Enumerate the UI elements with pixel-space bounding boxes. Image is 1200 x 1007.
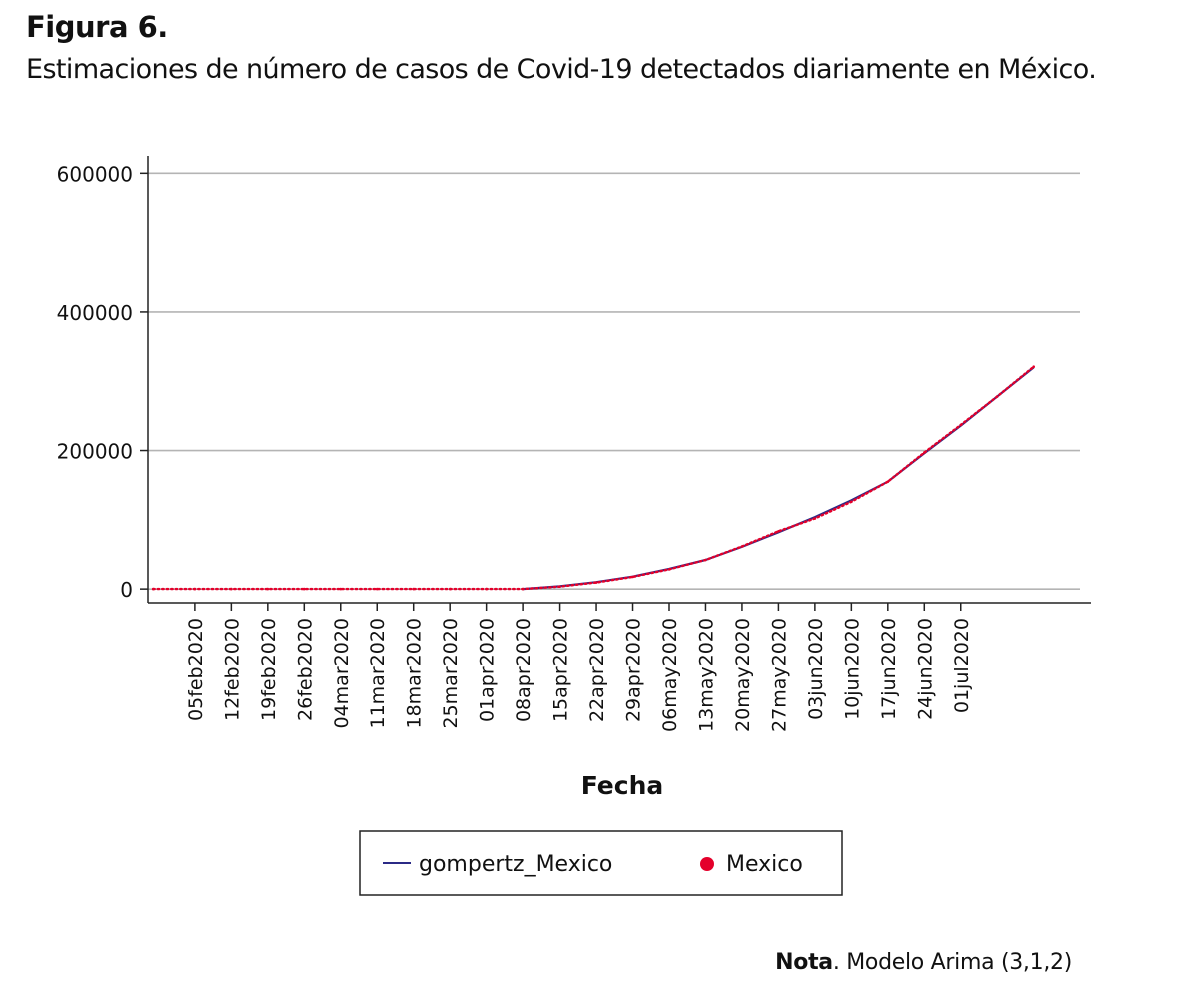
data-point-mexico	[886, 480, 890, 484]
x-tick-label: 18mar2020	[404, 618, 426, 729]
data-point-mexico	[485, 587, 488, 591]
data-point-mexico	[594, 581, 598, 584]
legend-label-gompertz: gompertz_Mexico	[419, 852, 612, 877]
x-tick-label: 15apr2020	[550, 618, 572, 722]
y-ticks: 0 200000 400000 600000	[57, 162, 148, 602]
data-point-mexico	[923, 451, 926, 454]
x-tick-label: 04mar2020	[331, 618, 353, 729]
note-lead: Nota	[775, 950, 833, 975]
data-point-mexico	[230, 587, 233, 591]
data-point-mexico	[375, 587, 379, 591]
data-point-mexico	[704, 558, 707, 562]
data-point-mexico	[266, 587, 270, 591]
series	[151, 365, 1035, 591]
y-tick-label: 200000	[57, 440, 133, 464]
x-ticks: 05feb2020 12feb2020 19feb2020 26feb2020 04ma…	[185, 603, 973, 732]
data-point-mexico	[850, 500, 853, 504]
y-tick-label: 0	[120, 578, 133, 602]
figure-note: Nota. Modelo Arima (3,1,2)	[775, 950, 1072, 975]
data-point-mexico	[193, 587, 197, 591]
data-point-mexico	[813, 517, 817, 520]
x-tick-label: 12feb2020	[221, 618, 243, 721]
data-point-mexico	[995, 395, 999, 398]
data-point-mexico	[667, 568, 671, 571]
x-tick-label: 10jun2020	[841, 618, 863, 720]
legend-label-mexico: Mexico	[726, 852, 803, 877]
data-point-mexico	[151, 587, 155, 591]
x-tick-label: 25mar2020	[440, 618, 462, 729]
x-tick-label: 08apr2020	[513, 618, 535, 722]
x-axis-label: Fecha	[581, 771, 664, 800]
x-tick-label: 27may2020	[768, 618, 790, 732]
series-line-gompertz	[523, 366, 1035, 591]
data-point-mexico	[558, 585, 561, 588]
x-tick-label: 01jul2020	[951, 618, 973, 713]
data-point-mexico	[303, 587, 306, 591]
x-tick-label: 05feb2020	[185, 618, 207, 721]
legend-swatch-mexico	[700, 857, 714, 871]
data-point-mexico	[1032, 365, 1035, 369]
x-tick-label: 29apr2020	[623, 618, 645, 722]
x-tick-label: 17jun2020	[878, 618, 900, 720]
x-tick-label: 03jun2020	[805, 618, 827, 720]
y-tick-label: 600000	[57, 162, 133, 186]
x-tick-label: 24jun2020	[914, 618, 936, 720]
x-tick-label: 26feb2020	[294, 618, 316, 721]
data-point-mexico	[521, 587, 525, 591]
data-point-mexico	[339, 587, 343, 591]
x-tick-label: 13may2020	[695, 618, 717, 732]
legend: gompertz_Mexico Mexico	[359, 830, 843, 896]
note-text: . Modelo Arima (3,1,2)	[832, 950, 1072, 975]
x-tick-label: 11mar2020	[367, 618, 389, 729]
x-tick-label: 06may2020	[659, 618, 681, 732]
x-tick-label: 01apr2020	[477, 618, 499, 722]
data-point-mexico	[412, 587, 416, 591]
legend-box	[359, 830, 843, 896]
y-tick-label: 400000	[57, 301, 133, 325]
data-point-mexico	[631, 575, 634, 579]
data-point-mexico	[448, 587, 452, 591]
data-point-mexico	[959, 423, 963, 427]
axes	[147, 156, 1091, 604]
x-tick-label: 20may2020	[732, 618, 754, 732]
x-tick-label: 19feb2020	[258, 618, 280, 721]
data-point-mexico	[740, 545, 744, 548]
x-tick-label: 22apr2020	[586, 618, 608, 722]
figure-caption: Estimaciones de número de casos de Covid…	[26, 54, 1097, 85]
series-dots-mexico	[151, 365, 1035, 591]
cases-line-chart: 0 200000 400000 600000 05feb2020 12feb2020 19…	[57, 156, 1091, 896]
data-point-mexico	[777, 530, 780, 533]
figure-label: Figura 6.	[26, 10, 168, 44]
grid-lines	[148, 172, 1080, 590]
